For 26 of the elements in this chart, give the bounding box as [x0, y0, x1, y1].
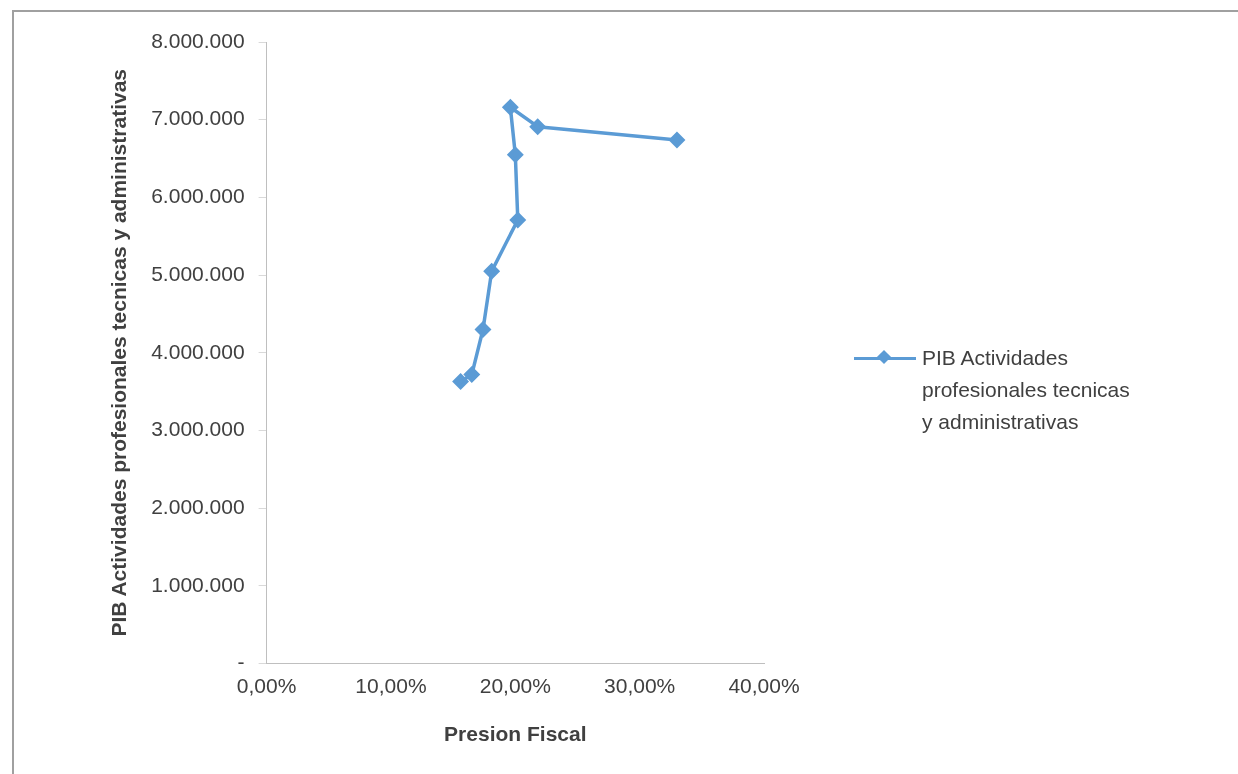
- legend-label: PIB Actividades profesionales tecnicas y administrativas: [922, 345, 1131, 435]
- x-axis-title: Presion Fiscal: [444, 722, 587, 746]
- x-tick-label: 20,00%: [479, 674, 551, 697]
- y-tick-label: 5.000.000: [151, 261, 245, 285]
- point: [529, 118, 546, 135]
- y-tick-label: 6.000.000: [151, 184, 245, 208]
- point: [452, 373, 469, 390]
- y-tick-label: 1.000.000: [151, 572, 245, 596]
- x-tick-label: 30,00%: [604, 674, 676, 697]
- point: [475, 321, 491, 338]
- y-tick-label: 7.000.000: [151, 106, 245, 130]
- y-tick-label: 2.000.000: [151, 495, 245, 518]
- y-tick-label: 3.000.000: [151, 417, 245, 441]
- x-tick-label: 10,00%: [355, 674, 427, 697]
- point: [510, 212, 526, 228]
- point: [507, 146, 524, 163]
- x-tick-label: 40,00%: [728, 674, 800, 697]
- point: [464, 366, 480, 383]
- y-tick-label: -: [237, 650, 245, 674]
- point: [502, 99, 519, 116]
- x-tick-label: 0,00%: [236, 674, 297, 697]
- y-tick-label: 8.000.000: [151, 28, 245, 52]
- point: [669, 132, 685, 148]
- y-tick-label: 4.000.000: [151, 339, 245, 363]
- point: [483, 263, 500, 279]
- y-axis-title: PIB Actividades profesionales tecnicas y administrativas: [107, 68, 131, 637]
